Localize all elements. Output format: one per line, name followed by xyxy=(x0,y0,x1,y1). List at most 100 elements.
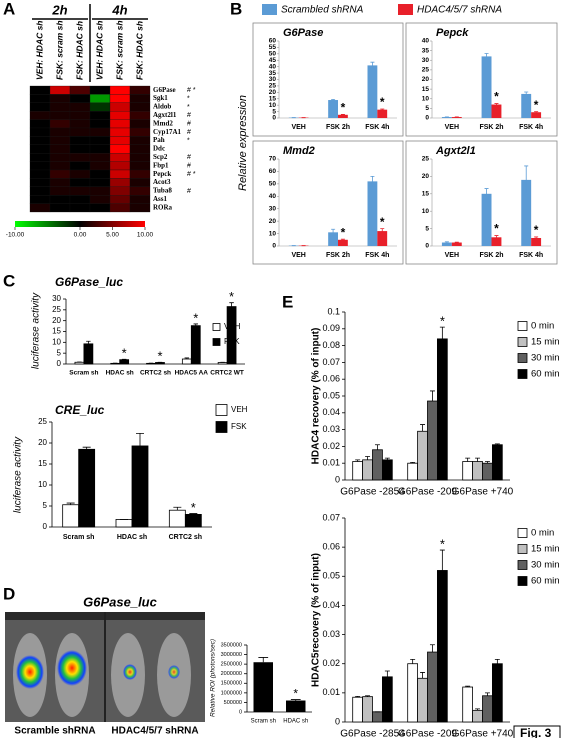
significance-mark: * xyxy=(534,98,539,112)
y-tick-label: 0 xyxy=(272,243,276,250)
heatmap-cell xyxy=(129,119,151,129)
heatmap-cell xyxy=(69,111,91,120)
heatmap-cell xyxy=(89,136,111,145)
bar xyxy=(372,711,383,723)
bar xyxy=(190,325,201,365)
y-tick-label: 1500000 xyxy=(221,681,242,687)
row-label: RORa xyxy=(153,203,173,211)
error-bar xyxy=(444,241,449,244)
heatmap-cell xyxy=(89,85,111,95)
y-tick-label: 30 xyxy=(422,57,430,64)
error-bar xyxy=(365,695,371,697)
y-tick-label: 0.08 xyxy=(322,340,340,350)
heatmap-cell xyxy=(49,127,71,137)
error-bar xyxy=(331,98,336,102)
subplot-title: Pepck xyxy=(436,27,469,39)
heatmap-cell xyxy=(29,85,51,95)
row-mark: # * xyxy=(187,171,196,178)
error-bar xyxy=(475,708,481,711)
error-bar xyxy=(340,238,345,241)
significance-mark: * xyxy=(440,314,445,329)
heatmap-cell xyxy=(109,203,131,213)
y-tick-label: 25 xyxy=(269,83,277,90)
x-tick-label: FSK 2h xyxy=(479,124,503,131)
row-mark: # xyxy=(187,163,191,170)
x-tick-label: HDAC5 AA xyxy=(175,370,209,377)
bar xyxy=(74,361,85,365)
error-bar xyxy=(380,228,385,234)
bar xyxy=(521,179,532,246)
bar xyxy=(481,193,492,246)
y-tick-label: 0 xyxy=(272,115,276,122)
bar xyxy=(417,677,428,723)
heatmap-cell xyxy=(69,85,91,95)
error-bar xyxy=(524,165,529,195)
heatmap-cell xyxy=(29,195,51,204)
y-tick-label: 50 xyxy=(269,51,277,58)
x-tick-label: G6Pase -2854 xyxy=(340,487,405,498)
bar xyxy=(226,306,237,365)
x-tick-label: Scram sh xyxy=(251,719,276,725)
significance-mark: * xyxy=(341,101,346,115)
y-tick-label: 35 xyxy=(269,70,277,77)
heatmap-cell xyxy=(89,119,111,129)
heatmap-cell xyxy=(109,102,131,112)
column-label: FSK: scram sh xyxy=(54,20,64,80)
error-bar xyxy=(331,228,336,236)
x-tick-label: Scram sh xyxy=(69,370,98,377)
heatmap-cell xyxy=(29,178,51,187)
heatmap-cell xyxy=(89,144,111,154)
heatmap-cell xyxy=(109,85,131,95)
x-tick-label: CRTC2 WT xyxy=(210,370,244,377)
significance-mark: * xyxy=(494,90,499,104)
y-tick-label: 0 xyxy=(57,359,62,368)
y-axis-label: Relative expression xyxy=(237,95,249,191)
bar xyxy=(217,362,228,365)
bar xyxy=(338,239,348,246)
heatmap-cell xyxy=(49,169,71,179)
bar xyxy=(462,461,474,481)
y-tick-label: 15 xyxy=(269,95,277,102)
legend-label: 60 min xyxy=(531,576,560,587)
heatmap-cell xyxy=(89,195,111,204)
y-tick-label: 30 xyxy=(269,205,277,212)
y-tick-label: 45 xyxy=(269,57,277,64)
error-bar xyxy=(494,235,499,240)
error-bar xyxy=(410,461,416,464)
heatmap-cell xyxy=(129,178,151,187)
x-tick-label: G6Pase +740 xyxy=(452,487,514,498)
bar xyxy=(352,461,364,481)
legend-swatch xyxy=(215,404,228,416)
bar xyxy=(482,462,493,481)
heatmap-cell xyxy=(109,195,131,204)
y-tick-label: 5 xyxy=(272,108,276,115)
row-mark: # xyxy=(187,129,191,136)
bar xyxy=(352,696,364,723)
bar xyxy=(168,509,186,528)
y-axis-label: HDAC5recovery (% of input) xyxy=(311,553,322,687)
heatmap-cell xyxy=(29,111,51,120)
error-bar xyxy=(410,658,416,664)
error-bar xyxy=(524,91,529,97)
error-bar xyxy=(189,513,198,515)
y-tick-label: 0 xyxy=(335,716,340,726)
y-tick-label: 15 xyxy=(422,86,430,93)
bar xyxy=(381,459,393,481)
y-tick-label: 25 xyxy=(52,305,61,314)
y-axis-label: luciferase activity xyxy=(13,436,24,513)
y-axis-label: luciferase activity xyxy=(31,292,42,369)
colorbar-tick-label: 10.00 xyxy=(137,232,154,239)
bar xyxy=(131,445,149,528)
bar xyxy=(491,237,502,246)
heatmap-cell xyxy=(69,161,91,171)
error-bar xyxy=(475,457,481,462)
row-mark: * xyxy=(187,95,190,102)
row-label: Ass1 xyxy=(153,195,168,203)
y-tick-label: 0.07 xyxy=(322,357,340,367)
bar xyxy=(407,462,419,481)
heatmap-cell xyxy=(129,153,151,162)
row-label: Pepck xyxy=(153,170,171,178)
y-tick-label: 0.03 xyxy=(322,629,340,639)
error-bar xyxy=(229,302,234,307)
y-tick-label: 0.02 xyxy=(322,658,340,668)
